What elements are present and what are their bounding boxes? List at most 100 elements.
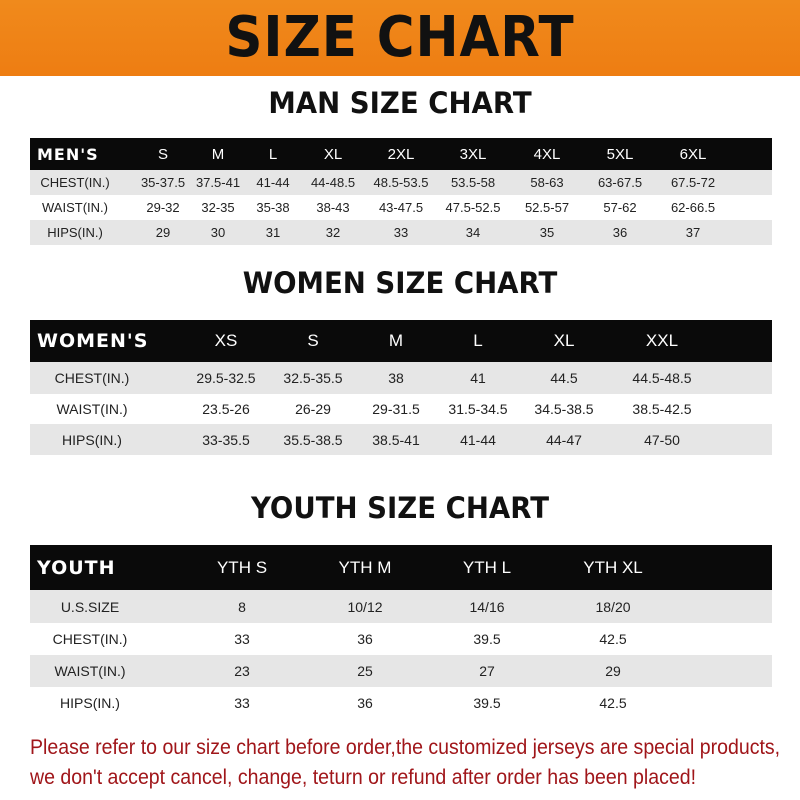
note-line-2: we don't accept cancel, change, teturn o…: [30, 766, 697, 789]
table-row: U.S.SIZE 8 10/12 14/16 18/20: [30, 590, 772, 623]
table-cell: 33-35.5: [202, 431, 250, 448]
table-cell: 29: [605, 663, 621, 679]
table-cell: 34.5-38.5: [534, 401, 594, 417]
table-cell: 33: [234, 694, 250, 711]
row-label: CHEST(IN.): [54, 370, 130, 386]
page-title: SIZE CHART: [225, 5, 575, 70]
table-cell: 58-63: [530, 175, 564, 190]
table-row: WAIST(IN.) 29-32 32-35 35-38 38-43 43-47.5 47.…: [30, 195, 772, 220]
table-cell: 32: [325, 225, 341, 240]
table-cell: 41: [470, 370, 486, 386]
table-cell: 26-29: [295, 401, 331, 417]
youth-size-yth-l: YTH L: [462, 557, 512, 577]
table-cell: 29.5-32.5: [196, 370, 256, 386]
table-cell: 41-44: [256, 175, 290, 190]
table-cell: 29-31.5: [372, 401, 420, 417]
women-size-m: M: [388, 331, 404, 350]
women-size-xs: XS: [214, 331, 238, 350]
men-title: MAN SIZE CHART: [268, 86, 532, 120]
women-size-s: S: [307, 331, 319, 350]
table-cell: 35-38: [256, 200, 290, 215]
youth-header-label: YOUTH: [37, 556, 116, 579]
title-banner: SIZE CHART: [0, 0, 800, 76]
table-cell: 39.5: [473, 631, 501, 647]
table-cell: 38: [388, 370, 404, 386]
table-cell: 8: [238, 598, 246, 615]
row-label: WAIST(IN.): [42, 200, 108, 215]
table-cell: 18/20: [595, 598, 631, 615]
table-cell: 33: [234, 631, 250, 647]
youth-size-yth-m: YTH M: [338, 557, 392, 577]
men-header-row: MEN'S S M L XL 2XL 3XL 4XL 5XL 6XL: [30, 138, 772, 170]
table-cell: 30: [210, 225, 226, 240]
table-row: WAIST(IN.) 23.5-26 26-29 29-31.5 31.5-34.5 34…: [30, 394, 772, 424]
table-cell: 35: [539, 225, 555, 240]
table-cell: 44-48.5: [310, 175, 356, 190]
youth-header-row: YOUTH YTH S YTH M YTH L YTH XL: [30, 545, 772, 590]
table-cell: 48.5-53.5: [373, 175, 429, 190]
table-cell: 33: [393, 225, 409, 240]
women-size-l: L: [473, 331, 483, 350]
table-cell: 52.5-57: [524, 200, 570, 215]
table-cell: 35-37.5: [140, 175, 186, 190]
table-cell: 67.5-72: [670, 175, 716, 190]
note-line-1: Please refer to our size chart before or…: [30, 736, 781, 759]
table-cell: 44.5-48.5: [632, 370, 692, 386]
women-size-xxl: XXL: [645, 331, 679, 350]
table-cell: 42.5: [599, 694, 627, 711]
table-cell: 29: [155, 225, 171, 240]
table-row: WAIST(IN.) 23 25 27 29: [30, 655, 772, 687]
men-size-table: MEN'S S M L XL 2XL 3XL 4XL 5XL 6XL CHEST(IN.) 35-37…: [30, 138, 772, 245]
table-cell: 32-35: [201, 200, 235, 215]
women-size-xl: XL: [553, 331, 575, 350]
table-cell: 36: [357, 631, 373, 647]
table-cell: 44-47: [546, 431, 582, 448]
table-cell: 27: [479, 663, 495, 679]
men-size-m: M: [211, 145, 225, 163]
women-size-table: WOMEN'S XS S M L XL XXL CHEST(IN.) 29.5-32.5 32.5…: [30, 320, 772, 455]
table-cell: 44.5: [550, 370, 578, 386]
table-cell: 39.5: [473, 694, 501, 711]
table-cell: 41-44: [460, 431, 496, 448]
row-label: WAIST(IN.): [54, 663, 126, 679]
row-label: CHEST(IN.): [40, 175, 110, 190]
table-cell: 42.5: [599, 631, 627, 647]
table-cell: 29-32: [146, 200, 180, 215]
table-cell: 34: [465, 225, 481, 240]
table-cell: 10/12: [347, 598, 383, 615]
table-cell: 31.5-34.5: [448, 401, 508, 417]
table-cell: 31: [265, 225, 281, 240]
table-cell: 62-66.5: [670, 200, 716, 215]
table-cell: 53.5-58: [450, 175, 496, 190]
table-cell: 47.5-52.5: [445, 200, 501, 215]
table-cell: 36: [357, 694, 373, 711]
table-row: HIPS(IN.) 29 30 31 32 33 34 35 36 37: [30, 220, 772, 245]
table-row: CHEST(IN.) 33 36 39.5 42.5: [30, 623, 772, 655]
men-header-label: MEN'S: [37, 144, 99, 164]
table-cell: 35.5-38.5: [283, 431, 343, 448]
row-label: WAIST(IN.): [56, 401, 128, 417]
table-cell: 57-62: [603, 200, 637, 215]
table-cell: 43-47.5: [378, 200, 424, 215]
table-cell: 32.5-35.5: [283, 370, 343, 386]
table-cell: 23: [234, 663, 250, 679]
table-row: HIPS(IN.) 33-35.5 35.5-38.5 38.5-41 41-44 44-…: [30, 424, 772, 455]
table-cell: 38-43: [316, 200, 350, 215]
men-size-6xl: 6XL: [679, 145, 707, 163]
table-row: CHEST(IN.) 29.5-32.5 32.5-35.5 38 41 44.5 44.5…: [30, 362, 772, 394]
table-cell: 14/16: [469, 598, 505, 615]
youth-size-yth-xl: YTH XL: [583, 557, 643, 577]
row-label: U.S.SIZE: [60, 598, 120, 615]
youth-size-table: YOUTH YTH S YTH M YTH L YTH XL U.S.SIZE 8 10/12…: [30, 545, 772, 718]
table-cell: 37: [685, 225, 701, 240]
table-cell: 38.5-42.5: [632, 401, 692, 417]
table-cell: 25: [357, 663, 373, 679]
women-header-row: WOMEN'S XS S M L XL XXL: [30, 320, 772, 362]
table-cell: 38.5-41: [372, 431, 420, 448]
table-row: HIPS(IN.) 33 36 39.5 42.5: [30, 687, 772, 718]
men-size-5xl: 5XL: [606, 145, 634, 163]
men-size-4xl: 4XL: [533, 145, 561, 163]
men-size-3xl: 3XL: [459, 145, 487, 163]
men-size-2xl: 2XL: [387, 145, 415, 163]
table-cell: 63-67.5: [597, 175, 643, 190]
